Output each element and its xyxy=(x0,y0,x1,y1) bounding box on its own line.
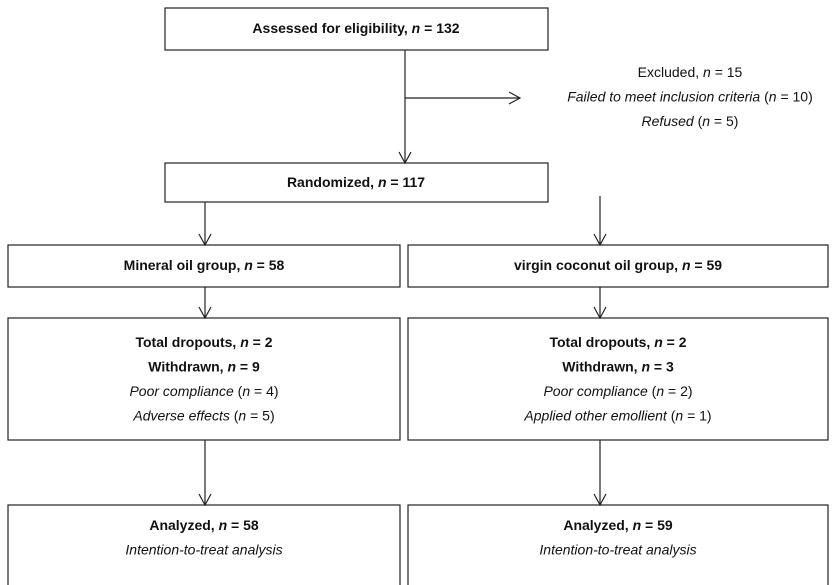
text-run: n xyxy=(769,88,777,104)
text-run: ( xyxy=(694,113,703,129)
text-run: ( xyxy=(760,88,769,104)
flow-box: Assessed for eligibility, n = 132 xyxy=(164,7,549,51)
text-run: n xyxy=(702,113,710,129)
box-line: Withdrawn, n = 9 xyxy=(148,358,260,374)
text-run: = 1) xyxy=(683,407,711,423)
text-run: n xyxy=(412,20,421,36)
text-run: n xyxy=(682,257,691,273)
arrows xyxy=(198,50,607,507)
box-line: Adverse effects (n = 5) xyxy=(132,407,274,423)
text-run: Poor compliance xyxy=(129,383,233,399)
box-line: Intention-to-treat analysis xyxy=(539,541,696,557)
text-run: = 4) xyxy=(250,383,278,399)
text-run: virgin coconut oil group, xyxy=(514,257,682,273)
text-run: Assessed for eligibility, xyxy=(252,20,411,36)
box-line: Refused (n = 5) xyxy=(642,113,739,129)
text-run: n xyxy=(656,383,664,399)
text-run: ( xyxy=(648,383,657,399)
text-run: = 5) xyxy=(246,407,274,423)
text-run: Excluded, xyxy=(638,64,703,80)
exclusion-note: Excluded, n = 15 Failed to meet inclusion… xyxy=(567,64,813,129)
flow-box: Analyzed, n = 59 Intention-to-treat analy… xyxy=(407,504,829,585)
text-run: Intention-to-treat analysis xyxy=(125,541,282,557)
text-run: = 59 xyxy=(641,517,673,533)
text-run: n xyxy=(378,174,387,190)
text-run: Total dropouts, xyxy=(549,334,654,350)
text-run: n xyxy=(242,383,250,399)
box xyxy=(7,317,401,441)
box-line: virgin coconut oil group, n = 59 xyxy=(514,257,722,273)
box xyxy=(407,317,829,441)
flow-box: Analyzed, n = 58 Intention-to-treat analy… xyxy=(7,504,401,585)
flow-box: Mineral oil group, n = 58 xyxy=(7,244,401,288)
box xyxy=(164,162,549,203)
text-run: ( xyxy=(234,383,243,399)
text-run: n xyxy=(244,257,253,273)
text-run: Applied other emollient xyxy=(523,407,668,423)
box xyxy=(407,244,829,288)
flow-box: virgin coconut oil group, n = 59 xyxy=(407,244,829,288)
text-run: Randomized, xyxy=(287,174,378,190)
text-run: = 117 xyxy=(387,174,426,190)
text-run: = 58 xyxy=(253,257,285,273)
text-run: Refused xyxy=(642,113,695,129)
text-run: n xyxy=(654,334,663,350)
text-run: n xyxy=(675,407,683,423)
box-line: Analyzed, n = 58 xyxy=(149,517,259,533)
text-run: Analyzed, xyxy=(563,517,632,533)
text-run: Mineral oil group, xyxy=(124,257,245,273)
text-run: Analyzed, xyxy=(149,517,218,533)
text-run: ( xyxy=(667,407,676,423)
box-line: Assessed for eligibility, n = 132 xyxy=(252,20,459,36)
text-run: = 3 xyxy=(650,358,674,374)
text-run: Failed to meet inclusion criteria xyxy=(567,88,760,104)
text-run: = 59 xyxy=(691,257,723,273)
text-run: = 58 xyxy=(227,517,259,533)
text-run: = 2 xyxy=(663,334,687,350)
box-line: Intention-to-treat analysis xyxy=(125,541,282,557)
box-line: Excluded, n = 15 xyxy=(638,64,743,80)
box-line: Total dropouts, n = 2 xyxy=(135,334,272,350)
text-run: Adverse effects xyxy=(132,407,230,423)
text-run: n xyxy=(238,407,246,423)
text-run: n xyxy=(219,517,228,533)
text-run: n xyxy=(641,358,650,374)
box xyxy=(7,504,401,585)
box-line: Applied other emollient (n = 1) xyxy=(523,407,711,423)
text-run: Withdrawn, xyxy=(562,358,641,374)
box-line: Randomized, n = 117 xyxy=(287,174,425,190)
text-run: = 2) xyxy=(664,383,692,399)
text-run: n xyxy=(703,64,711,80)
text-run: = 132 xyxy=(420,20,460,36)
text-run: = 9 xyxy=(236,358,260,374)
box xyxy=(407,504,829,585)
box-line: Analyzed, n = 59 xyxy=(563,517,673,533)
text-run: Total dropouts, xyxy=(135,334,240,350)
text-run: n xyxy=(240,334,249,350)
box-line: Mineral oil group, n = 58 xyxy=(124,257,285,273)
text-run: Withdrawn, xyxy=(148,358,227,374)
text-run: n xyxy=(227,358,236,374)
text-run: Intention-to-treat analysis xyxy=(539,541,696,557)
text-run: = 10) xyxy=(777,88,813,104)
box-line: Poor compliance (n = 4) xyxy=(129,383,278,399)
text-run: = 5) xyxy=(710,113,738,129)
text-run: = 2 xyxy=(249,334,273,350)
box-line: Total dropouts, n = 2 xyxy=(549,334,686,350)
box-line: Failed to meet inclusion criteria (n = 1… xyxy=(567,88,813,104)
flow-box: Randomized, n = 117 xyxy=(164,162,549,203)
text-run: n xyxy=(633,517,642,533)
text-run: Poor compliance xyxy=(543,383,647,399)
box xyxy=(164,7,549,51)
box-line: Poor compliance (n = 2) xyxy=(543,383,692,399)
box-line: Withdrawn, n = 3 xyxy=(562,358,674,374)
text-run: = 15 xyxy=(711,64,743,80)
text-run: ( xyxy=(230,407,239,423)
